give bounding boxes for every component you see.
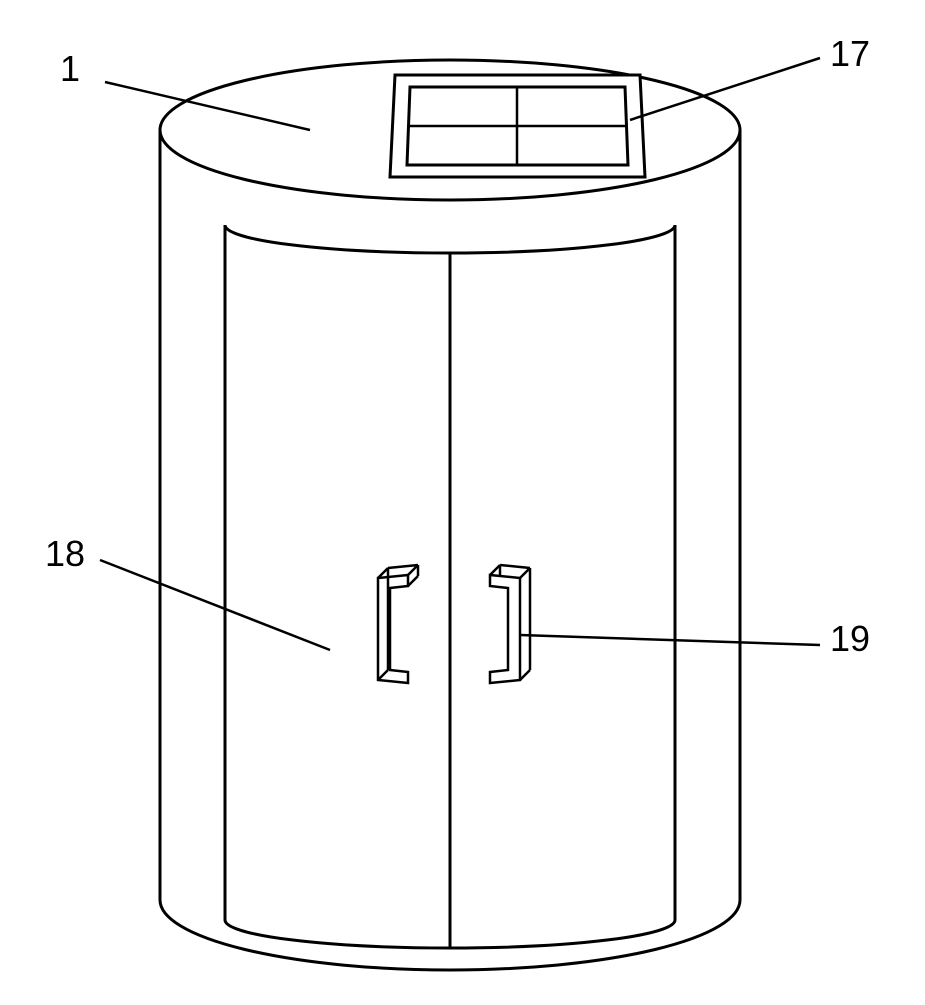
label-17: 17: [830, 33, 870, 75]
door-top-arc: [225, 225, 675, 253]
label-18: 18: [45, 533, 85, 575]
left-handle: [378, 565, 418, 683]
diagram-svg: [0, 0, 925, 1000]
callout-line-19: [520, 635, 820, 645]
right-handle: [490, 565, 530, 683]
label-19: 19: [830, 618, 870, 660]
technical-diagram: 1 17 18 19: [0, 0, 925, 1000]
callout-line-18: [100, 560, 330, 650]
label-1: 1: [60, 48, 80, 90]
